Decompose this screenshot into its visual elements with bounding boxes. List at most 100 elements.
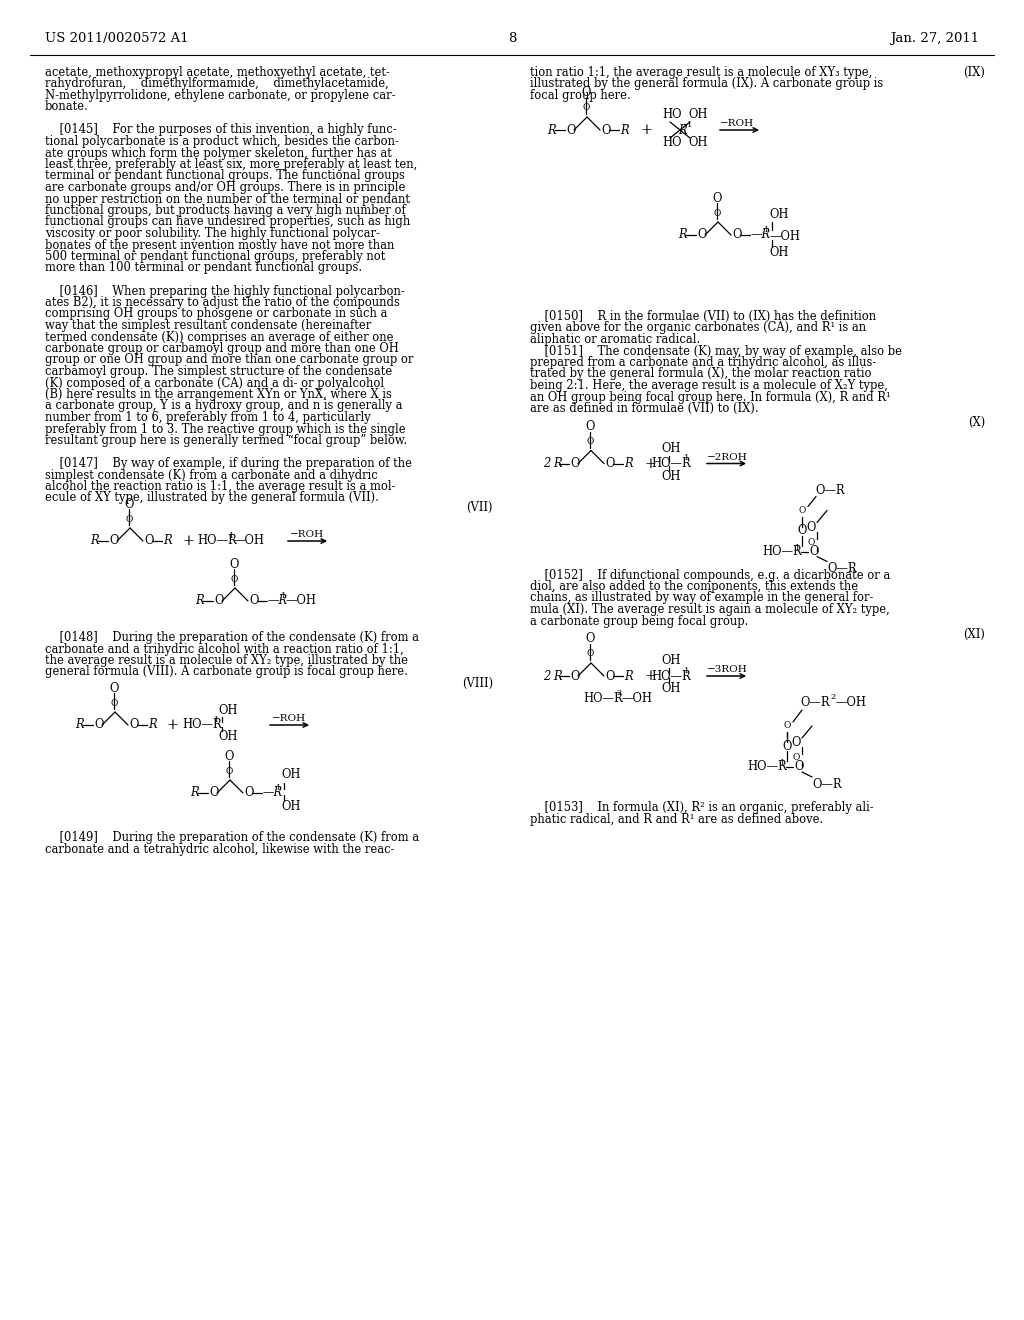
Text: O: O [798,524,807,537]
Text: O: O [586,632,595,645]
Text: 500 terminal or pendant functional groups, preferably not: 500 terminal or pendant functional group… [45,249,385,263]
Text: OH: OH [662,682,681,696]
Text: −3ROH: −3ROH [707,665,748,675]
Text: 1: 1 [214,715,219,723]
Text: O: O [605,669,614,682]
Text: [0151]    The condensate (K) may, by way of example, also be: [0151] The condensate (K) may, by way of… [530,345,902,358]
Text: 2: 2 [830,693,836,701]
Text: [0149]    During the preparation of the condensate (K) from a: [0149] During the preparation of the con… [45,832,419,843]
Text: R: R [678,228,687,242]
Text: (K) composed of a carbonate (CA) and a di- or polyalcohol: (K) composed of a carbonate (CA) and a d… [45,376,384,389]
Text: an OH group being focal group here. In formula (X), R and R¹: an OH group being focal group here. In f… [530,391,891,404]
Text: ecule of XY type, illustrated by the general formula (VII).: ecule of XY type, illustrated by the gen… [45,491,379,504]
Text: chains, as illustrated by way of example in the general for-: chains, as illustrated by way of example… [530,591,873,605]
Text: are as defined in formulae (VII) to (IX).: are as defined in formulae (VII) to (IX)… [530,403,759,414]
Text: O: O [229,557,239,570]
Text: [0145]    For the purposes of this invention, a highly func-: [0145] For the purposes of this inventio… [45,124,396,136]
Text: —OH: —OH [836,696,867,709]
Text: −ROH: −ROH [720,119,754,128]
Text: [0146]    When preparing the highly functional polycarbon-: [0146] When preparing the highly functio… [45,285,404,297]
Text: illustrated by the general formula (IX). A carbonate group is: illustrated by the general formula (IX).… [530,78,884,91]
Text: [0147]    By way of example, if during the preparation of the: [0147] By way of example, if during the … [45,457,412,470]
Text: O: O [570,457,580,470]
Text: HO—R: HO—R [762,545,802,558]
Text: carbonate and a trihydric alcohol with a reaction ratio of 1:1,: carbonate and a trihydric alcohol with a… [45,643,403,656]
Text: O: O [209,787,218,800]
Text: HO—R: HO—R [651,457,691,470]
Text: O: O [109,535,119,548]
Text: OH: OH [662,442,681,455]
Text: —R: —R [751,228,771,242]
Text: OH: OH [281,768,300,781]
Text: O: O [570,669,580,682]
Text: a carbonate group being focal group.: a carbonate group being focal group. [530,615,749,627]
Text: R: R [624,457,633,470]
Text: preferably from 1 to 3. The reactive group which is the single: preferably from 1 to 3. The reactive gro… [45,422,406,436]
Text: O: O [244,787,253,800]
Text: O: O [110,681,119,694]
Text: least three, preferably at least six, more preferably at least ten,: least three, preferably at least six, mo… [45,158,417,172]
Text: O: O [799,506,806,515]
Text: termed condensate (K)) comprises an average of either one: termed condensate (K)) comprises an aver… [45,330,393,343]
Text: [0153]    In formula (XI), R² is an organic, preferably ali-: [0153] In formula (XI), R² is an organic… [530,801,873,814]
Text: O: O [124,498,134,511]
Text: HO: HO [662,136,682,149]
Text: a carbonate group, Y is a hydroxy group, and n is generally a: a carbonate group, Y is a hydroxy group,… [45,400,402,412]
Text: R: R [620,124,629,136]
Text: carbamoyl group. The simplest structure of the condensate: carbamoyl group. The simplest structure … [45,366,392,378]
Text: R: R [190,787,199,800]
Text: comprising OH groups to phosgene or carbonate in such a: comprising OH groups to phosgene or carb… [45,308,387,321]
Text: HO—R: HO—R [182,718,222,731]
Text: O: O [230,574,238,583]
Text: trated by the general formula (X), the molar reaction ratio: trated by the general formula (X), the m… [530,367,871,380]
Text: O—R: O—R [815,484,845,498]
Text: being 2:1. Here, the average result is a molecule of X₂Y type,: being 2:1. Here, the average result is a… [530,379,888,392]
Text: focal group here.: focal group here. [530,88,631,102]
Text: O: O [793,754,800,763]
Text: simplest condensate (K) from a carbonate and a dihydric: simplest condensate (K) from a carbonate… [45,469,378,482]
Text: rahydrofuran,    dimethylformamide,    dimethylacetamide,: rahydrofuran, dimethylformamide, dimethy… [45,78,389,91]
Text: carbonate and a tetrahydric alcohol, likewise with the reac-: carbonate and a tetrahydric alcohol, lik… [45,842,394,855]
Text: O—R: O—R [800,696,829,709]
Text: +: + [644,457,656,470]
Text: (VII): (VII) [467,502,493,513]
Text: O: O [697,228,707,242]
Text: −2ROH: −2ROH [707,453,748,462]
Text: ates B2), it is necessary to adjust the ratio of the compounds: ates B2), it is necessary to adjust the … [45,296,400,309]
Text: the average result is a molecule of XY₂ type, illustrated by the: the average result is a molecule of XY₂ … [45,653,408,667]
Text: no upper restriction on the number of the terminal or pendant: no upper restriction on the number of th… [45,193,410,206]
Text: HO—R: HO—R [651,669,691,682]
Text: aliphatic or aromatic radical.: aliphatic or aromatic radical. [530,333,700,346]
Text: OH: OH [688,108,708,121]
Text: O: O [601,124,610,136]
Text: tion ratio 1:1, the average result is a molecule of XY₃ type,: tion ratio 1:1, the average result is a … [530,66,872,79]
Text: O: O [129,718,138,731]
Text: O—R: O—R [827,562,857,576]
Text: 1: 1 [795,544,801,552]
Text: OH: OH [281,800,300,813]
Text: 1: 1 [687,121,692,129]
Text: 1: 1 [764,226,769,234]
Text: HO—R: HO—R [746,760,786,774]
Text: (B) here results in the arrangement XYn or YnX, where X is: (B) here results in the arrangement XYn … [45,388,392,401]
Text: O: O [566,124,575,136]
Text: O: O [214,594,223,607]
Text: (VIII): (VIII) [462,677,493,690]
Text: O: O [587,437,594,446]
Text: R: R [624,669,633,682]
Text: bonate.: bonate. [45,100,89,114]
Text: O: O [249,594,258,607]
Text: N-methylpyrrolidone, ethylene carbonate, or propylene car-: N-methylpyrrolidone, ethylene carbonate,… [45,88,395,102]
Text: +: + [644,669,656,682]
Text: (IX): (IX) [964,66,985,79]
Text: O: O [144,535,154,548]
Text: O: O [605,457,614,470]
Text: 1: 1 [276,784,282,792]
Text: 1: 1 [684,454,689,462]
Text: resultant group here is generally termed “focal group” below.: resultant group here is generally termed… [45,434,408,447]
Text: mula (XI). The average result is again a molecule of XY₂ type,: mula (XI). The average result is again a… [530,603,890,616]
Text: O: O [783,722,791,730]
Text: functional groups can have undesired properties, such as high: functional groups can have undesired pro… [45,215,411,228]
Text: O: O [809,545,818,558]
Text: O: O [111,698,118,708]
